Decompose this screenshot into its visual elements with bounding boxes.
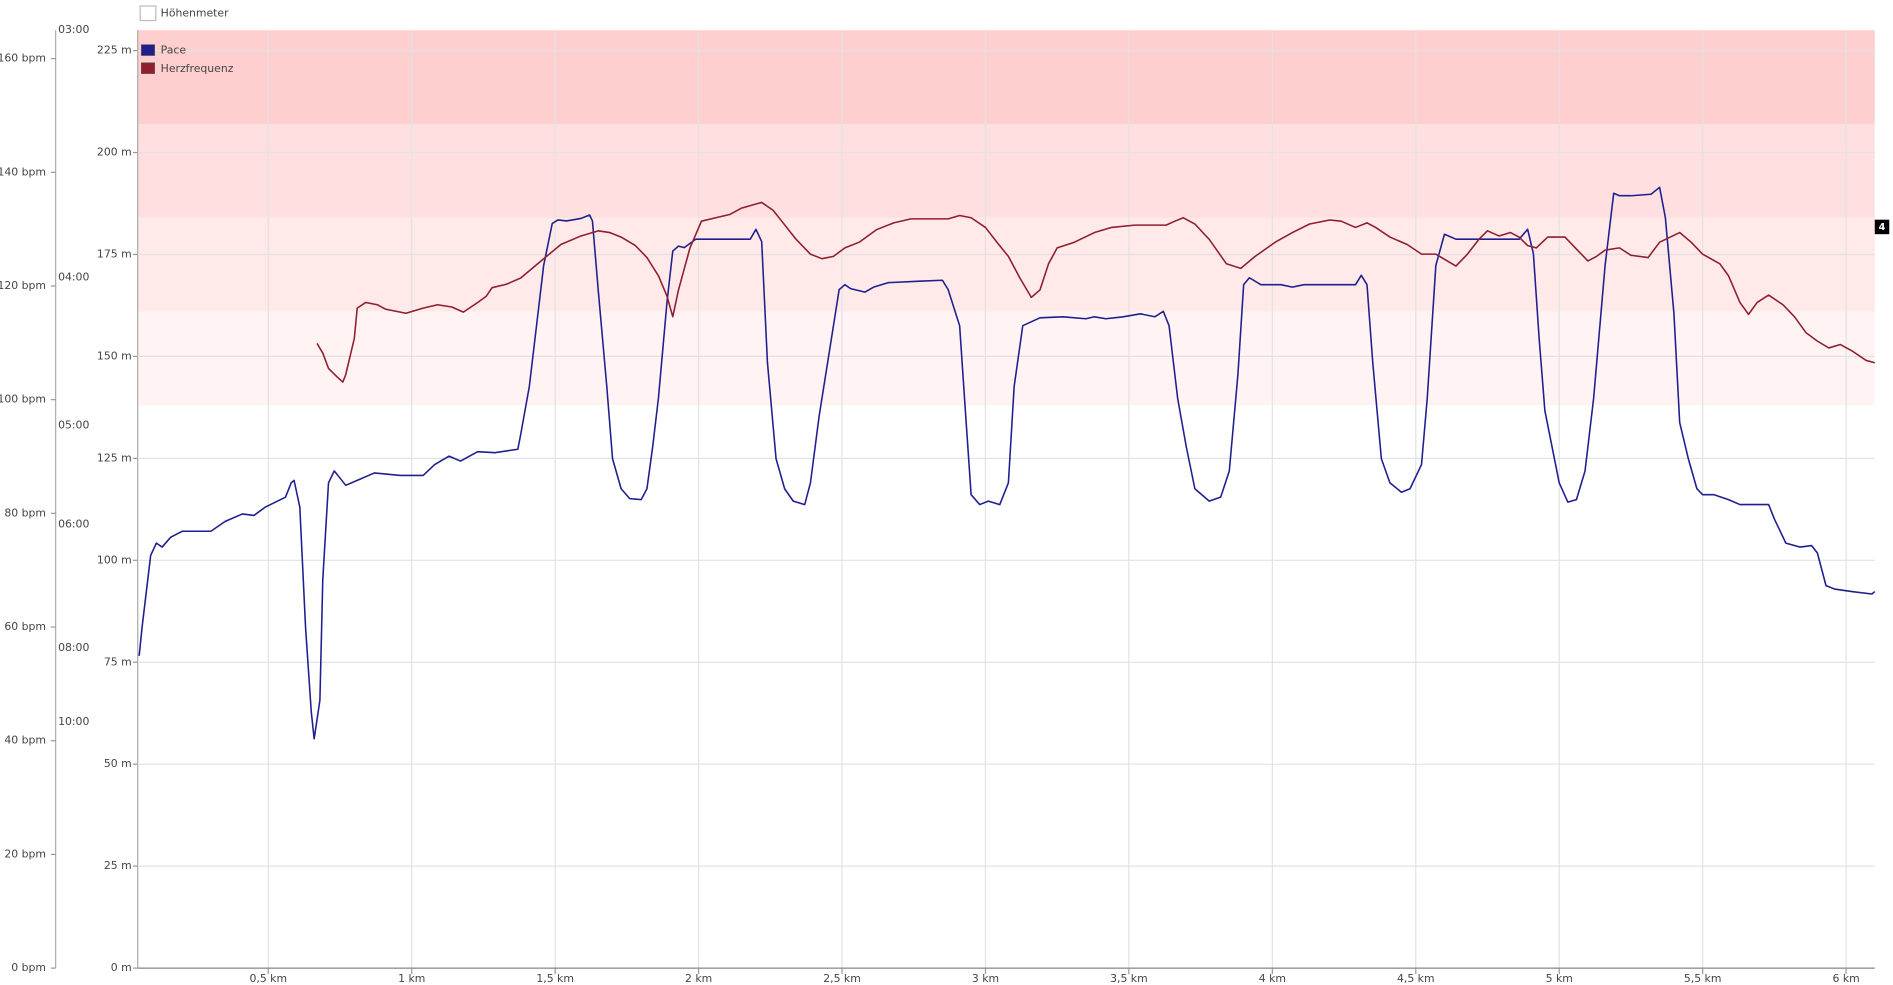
y-tick-label: 100 m <box>97 553 132 566</box>
y-tick-label: 0 m <box>111 961 132 974</box>
x-tick-label: 4 km <box>1259 972 1286 985</box>
x-tick-label: 0,5 km <box>249 972 287 985</box>
line <box>138 186 1876 740</box>
y-tick-label: 140 bpm <box>0 165 46 178</box>
x-tick-label: 2,5 km <box>823 972 861 985</box>
x-tick-label: 6 km <box>1832 972 1859 985</box>
x-tick-label: 4,5 km <box>1397 972 1435 985</box>
y-tick-label: 175 m <box>97 247 132 260</box>
y-tick-label: 03:00 <box>58 23 89 36</box>
hr-zone <box>137 311 1875 406</box>
y-tick-label: 0 bpm <box>11 961 46 974</box>
y-tick-label: 08:00 <box>58 641 89 654</box>
y-tick-label: 200 m <box>97 146 132 159</box>
y-tick-label: 50 m <box>104 757 132 770</box>
legend-swatch[interactable] <box>141 62 155 74</box>
hr-zone <box>137 30 1875 124</box>
x-tick-label: 2 km <box>685 972 712 985</box>
legend-swatch[interactable] <box>141 44 155 56</box>
y-tick-label: 10:00 <box>58 715 89 728</box>
side-marker: 4 <box>1879 222 1886 233</box>
x-tick-label: 1,5 km <box>536 972 574 985</box>
y-tick-label: 04:00 <box>58 270 89 283</box>
legend-swatch-inactive[interactable] <box>139 5 157 22</box>
y-tick-label: 40 bpm <box>4 734 46 747</box>
y-tick-label: 125 m <box>97 451 132 464</box>
side-marker-box <box>1874 219 1890 235</box>
y-tick-label: 100 bpm <box>0 393 46 406</box>
x-tick-label: 3 km <box>972 972 999 985</box>
y-tick-label: 60 bpm <box>4 620 46 633</box>
y-tick-label: 25 m <box>104 859 132 872</box>
legend-label[interactable]: Höhenmeter <box>161 6 229 19</box>
legend-label[interactable]: Pace <box>161 44 187 57</box>
x-tick-label: 5 km <box>1546 972 1573 985</box>
y-tick-label: 120 bpm <box>0 279 46 292</box>
x-tick-label: 3,5 km <box>1110 972 1148 985</box>
hr-zone <box>137 217 1875 312</box>
y-tick-label: 225 m <box>97 44 132 57</box>
y-tick-label: 80 bpm <box>4 506 46 519</box>
y-tick-label: 06:00 <box>58 517 89 530</box>
y-tick-label: 150 m <box>97 349 132 362</box>
line <box>316 201 1875 383</box>
legend-label[interactable]: Herzfrequenz <box>161 62 234 75</box>
x-tick-label: 1 km <box>398 972 425 985</box>
y-tick-label: 160 bpm <box>0 52 46 65</box>
x-tick-label: 5,5 km <box>1684 972 1722 985</box>
hr-zone <box>137 123 1875 218</box>
y-tick-label: 20 bpm <box>4 847 46 860</box>
y-tick-label: 05:00 <box>58 419 89 432</box>
y-tick-label: 75 m <box>104 655 132 668</box>
